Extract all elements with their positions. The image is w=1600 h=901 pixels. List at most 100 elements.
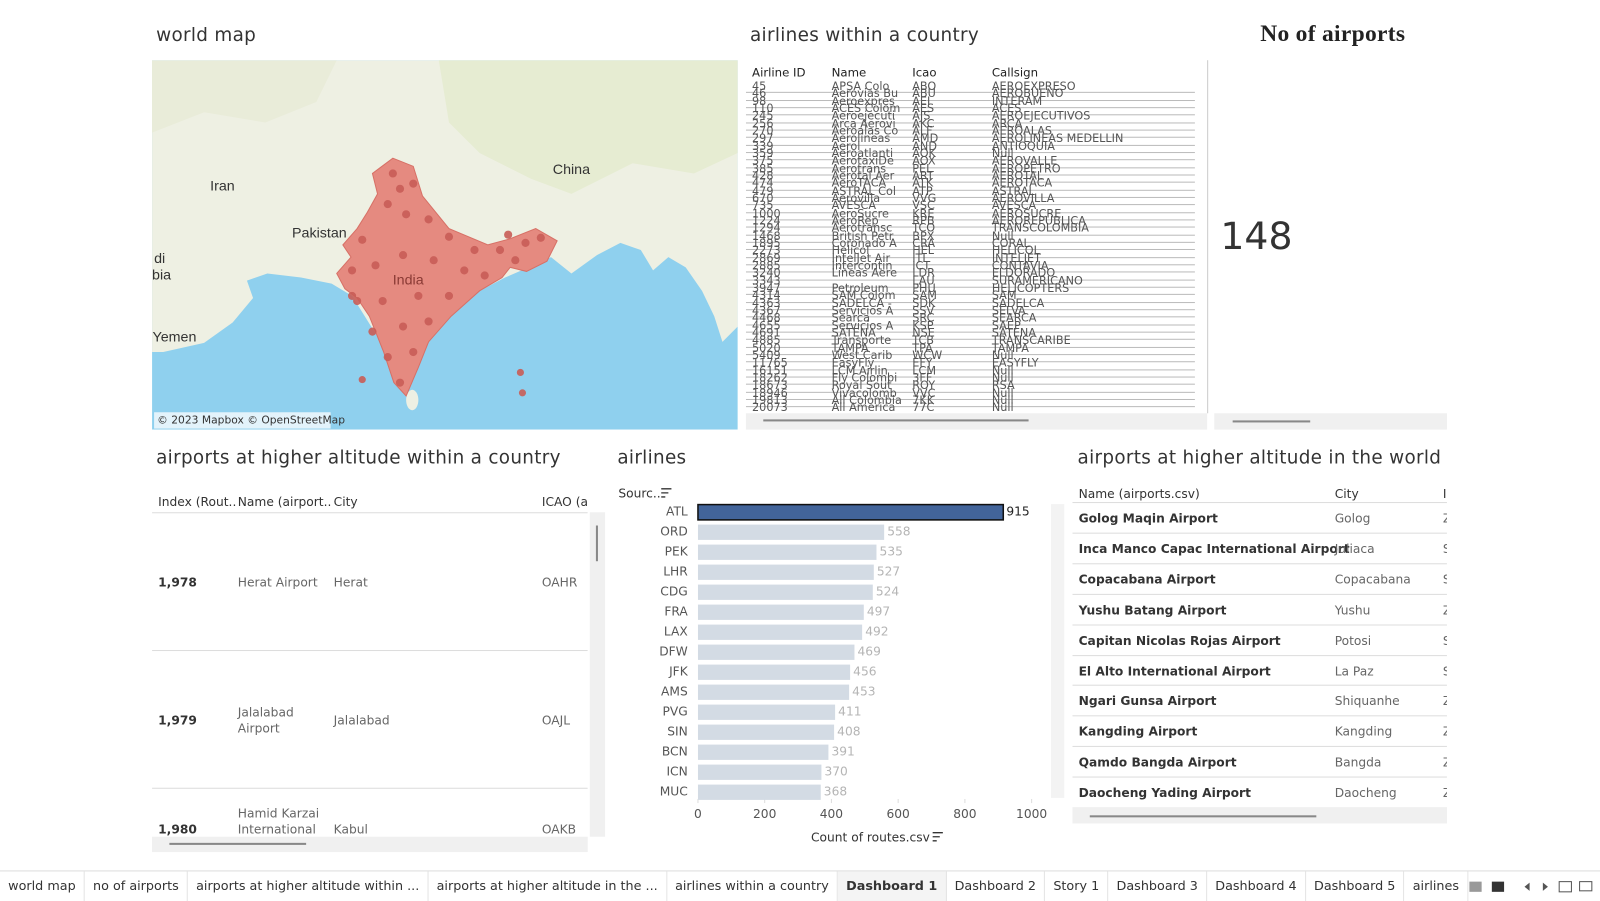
table-cell: Golog Maqin Airport	[1078, 511, 1218, 526]
table-cell: Copacabana	[1334, 572, 1411, 587]
table-cell: 3343	[752, 274, 781, 288]
panel-title: airports at higher altitude in the world	[1077, 446, 1442, 469]
table-row: 18946 Vivacolomb VVC Null	[745, 387, 1195, 400]
table-cell: SADELCA -	[831, 296, 892, 310]
scrollbar[interactable]	[1232, 420, 1311, 423]
table-row: 3947 Petroleum PHU HELICOPTERS	[745, 283, 1195, 296]
value-label: 469	[858, 645, 881, 659]
icon[interactable]	[1524, 882, 1548, 891]
country-highlight[interactable]	[336, 157, 558, 397]
sheet-tab[interactable]: airlines within a country	[667, 871, 838, 901]
sort-icon[interactable]	[932, 831, 943, 842]
bar	[697, 503, 1005, 521]
column-header: I	[1442, 486, 1447, 502]
table-cell: HEL	[912, 244, 935, 258]
sheet-tab[interactable]: Dashboard 5	[1306, 871, 1405, 901]
icon[interactable]	[1469, 881, 1482, 892]
table-cell: AeroRep	[831, 214, 879, 228]
table-cell: 4314	[752, 289, 781, 303]
bar	[697, 564, 874, 580]
sheet-tab[interactable]: airports at higher altitude in the ...	[428, 871, 667, 901]
table-row: 18673 Royal Sout ROY RSA	[745, 380, 1195, 393]
scrollbar[interactable]	[763, 419, 1029, 422]
scrollbar[interactable]	[1089, 815, 1317, 818]
y-tick-label: CDG	[660, 585, 687, 599]
icon[interactable]	[1579, 881, 1593, 892]
table-cell: Z	[1443, 786, 1447, 800]
altitude-world-table[interactable]: Name (airports.csv) City I Golog Maqin Airp…	[1072, 483, 1447, 807]
table-cell: El Alto International Airport	[1078, 663, 1271, 679]
altitude-country-table[interactable]: Index (Rout.. Name (airport.. City ICAO (ai…	[152, 490, 588, 837]
table-cell: 16151	[752, 363, 788, 378]
table-row: 1224 AeroRep RPB AEROREPUBLICA	[745, 215, 1195, 228]
map-label: bia	[152, 267, 171, 283]
table-cell: 1,978	[158, 574, 197, 590]
table-cell: S	[1443, 542, 1447, 556]
table-cell: RPB	[912, 214, 935, 228]
table-cell: PEL	[912, 161, 933, 176]
value-label: 535	[880, 545, 903, 559]
table-row: 5020 TAMPA TPA TAMPA	[745, 342, 1195, 355]
sheet-tab[interactable]: Dashboard 2	[946, 871, 1046, 901]
table-cell: AEROREPUBLICA	[991, 214, 1086, 228]
table-cell: Null	[991, 393, 1014, 407]
table-cell: ALF	[912, 124, 933, 138]
scroll-track	[745, 413, 1208, 430]
table-row: 3343 LAU SURAMERICANO	[745, 275, 1195, 288]
icon[interactable]	[1558, 881, 1572, 893]
sheet-tab[interactable]: world map	[0, 871, 85, 901]
table-row: Yushu Batang Airport Yushu Z	[1072, 593, 1447, 626]
table-cell: AMD	[912, 131, 939, 146]
table-cell: All Colombia	[831, 393, 902, 407]
table-row: 20073 All America 77C Null	[746, 402, 1195, 413]
table-cell: Aeroalas Co	[831, 124, 899, 138]
scrollbar[interactable]	[169, 842, 307, 845]
table-row: 19813 All Colombia 7KK Null	[745, 395, 1195, 408]
table-cell: TPA	[912, 341, 933, 355]
table-row: 3240 Lineas Aere LDR ELDORADO	[745, 268, 1195, 281]
sheet-tab[interactable]: no of airports	[85, 871, 188, 901]
table-cell: BPX	[912, 229, 935, 243]
table-cell: Aerotrans	[831, 161, 887, 176]
table-cell: ICT	[912, 259, 931, 273]
island	[406, 389, 419, 411]
table-cell: OAJL	[541, 712, 571, 728]
sheet-tab[interactable]: airlines	[1405, 871, 1469, 901]
table-cell: 375	[752, 154, 774, 168]
table-row: 474 AeroTACA ATK AEROTACA	[745, 178, 1195, 191]
table-cell: 77C	[912, 401, 935, 414]
bar	[697, 684, 850, 700]
table-cell: Aerotransc	[831, 221, 893, 235]
map[interactable]: Iran China Pakistan India Yemen di bia ©…	[152, 60, 738, 430]
y-tick-label: BCN	[662, 745, 688, 759]
table-row: 11765 EasyFly EFY EASYFLY	[745, 357, 1195, 370]
table-row: 98 Aeroexpres AEI INTERAM	[745, 96, 1195, 109]
table-cell: TAMPA	[831, 341, 869, 355]
table-cell: 1224	[752, 214, 781, 228]
table-cell: INTERAM	[991, 94, 1043, 108]
airlines-table[interactable]: Airline ID Name Icao Callsign 45 APSA Colo ABO…	[745, 60, 1209, 414]
sheet-tab[interactable]: Dashboard 4	[1207, 871, 1306, 901]
sheet-tab[interactable]: Story 1	[1045, 871, 1109, 901]
table-cell: Arca Aerovi	[831, 116, 896, 131]
table-row: 256 Arca Aerovi AKC ARCA	[745, 118, 1195, 131]
bar	[697, 784, 821, 800]
table-cell: Hamid Karzai International Airport	[237, 806, 320, 837]
scrollbar[interactable]	[595, 525, 598, 562]
value-label: 391	[831, 745, 854, 759]
table-cell: SRC	[912, 311, 935, 325]
map-label: Pakistan	[292, 225, 347, 241]
table-cell: 1000	[752, 206, 781, 221]
sheet-tab[interactable]: airports at higher altitude within ...	[188, 871, 429, 901]
sheet-tab[interactable]: Dashboard 3	[1108, 871, 1208, 901]
table-row: 2869 IntelJet Air ITL INTELJET	[745, 253, 1195, 266]
table-cell: VSC	[912, 199, 935, 213]
sheet-tab[interactable]: Dashboard 1	[837, 871, 947, 901]
icon[interactable]	[1491, 881, 1505, 892]
table-cell: ACES Colom	[831, 102, 901, 116]
sort-icon[interactable]	[661, 488, 672, 498]
y-tick-label: AMS	[661, 685, 688, 699]
bar	[697, 624, 863, 640]
value-label: 527	[877, 565, 900, 579]
